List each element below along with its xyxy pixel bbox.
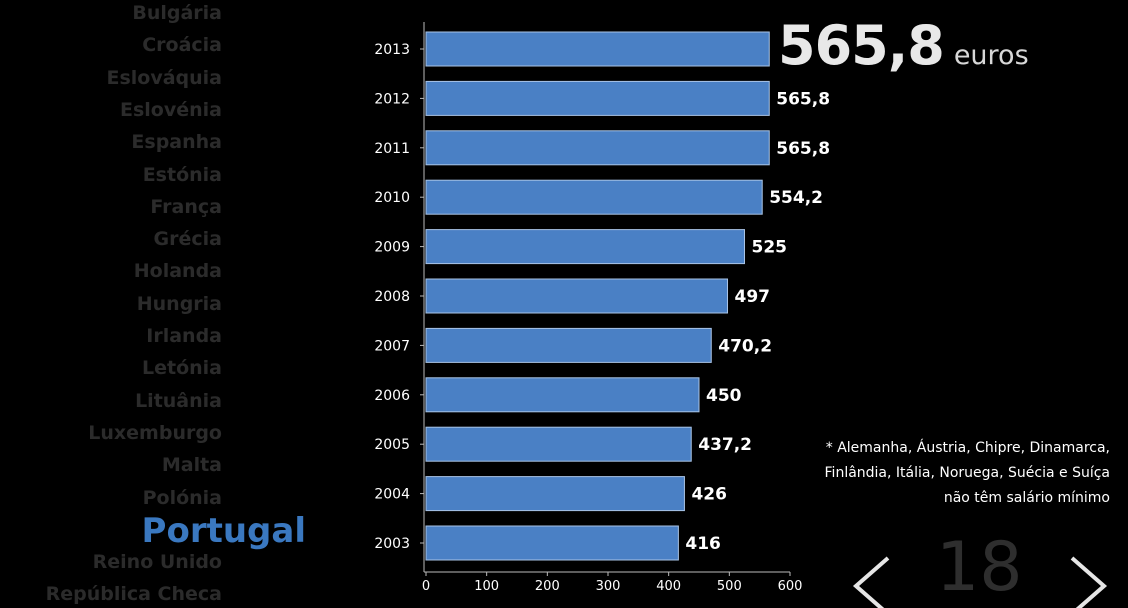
x-tick-label: 300 (596, 579, 621, 591)
year-label: 2012 (374, 91, 410, 107)
x-tick-label: 500 (717, 579, 742, 591)
value-label: 565,8 (776, 89, 830, 109)
footnote-line: Finlândia, Itália, Noruega, Suécia e Suí… (824, 465, 1110, 481)
value-label: 565,8 (776, 139, 830, 159)
country-item[interactable]: Letónia (142, 357, 222, 380)
headline-value: 565,8 (778, 14, 945, 77)
bar (425, 179, 763, 215)
value-label: 437,2 (698, 435, 752, 455)
bar (425, 426, 692, 462)
x-tick-label: 600 (778, 579, 803, 591)
bar (425, 130, 770, 166)
value-label: 554,2 (769, 188, 823, 208)
country-item[interactable]: Reino Unido (92, 551, 222, 574)
country-item[interactable]: Eslovénia (120, 98, 222, 121)
year-label: 2010 (374, 190, 410, 206)
headline-unit: euros (953, 40, 1029, 71)
bar (425, 377, 700, 413)
country-item[interactable]: Malta (161, 454, 222, 477)
country-item[interactable]: Bulgária (132, 2, 222, 24)
bar (425, 525, 679, 561)
country-item[interactable]: Estónia (142, 163, 222, 186)
country-item[interactable]: Lituânia (135, 389, 222, 412)
country-item[interactable]: Portugal (141, 510, 306, 551)
country-item[interactable]: Luxemburgo (88, 421, 222, 444)
country-item[interactable]: Irlanda (146, 325, 222, 347)
country-item[interactable]: Croácia (142, 34, 222, 57)
x-tick-label: 0 (422, 579, 430, 591)
bar-chart: 0 100 200 300 400 500 600 2013 2012 565,8 2011 565,… (374, 22, 830, 591)
year-label: 2003 (374, 536, 410, 552)
year-label: 2004 (374, 487, 410, 503)
year-label: 2007 (374, 338, 410, 354)
bar (425, 31, 770, 67)
chevron-right-icon[interactable] (1066, 548, 1112, 608)
bar (425, 80, 770, 116)
country-item[interactable]: Polónia (142, 486, 222, 509)
headline: 565,8 euros (778, 14, 1029, 77)
value-label: 426 (691, 485, 727, 505)
year-label: 2005 (374, 437, 410, 453)
x-tick-label: 400 (656, 579, 681, 591)
country-item[interactable]: França (150, 195, 222, 218)
country-item[interactable]: Eslováquia (106, 66, 222, 89)
year-label: 2011 (374, 141, 410, 157)
country-item[interactable]: Holanda (133, 260, 222, 283)
footnote-line: não têm salário mínimo (943, 490, 1110, 506)
year-label: 2009 (374, 240, 410, 256)
value-label: 525 (752, 238, 788, 258)
value-label: 470,2 (718, 336, 772, 356)
page-number: 18 (936, 528, 1023, 607)
year-label: 2006 (374, 388, 410, 404)
x-tick-label: 100 (474, 579, 499, 591)
country-item[interactable]: Hungria (136, 292, 222, 315)
year-label: 2013 (374, 42, 410, 58)
country-item[interactable]: Grécia (153, 228, 222, 251)
value-label: 497 (735, 287, 771, 307)
chevron-left-icon[interactable] (848, 548, 894, 608)
footnote-line: * Alemanha, Áustria, Chipre, Dinamarca, (825, 440, 1110, 456)
bar (425, 327, 712, 363)
country-item[interactable]: Espanha (131, 131, 222, 154)
bar (425, 229, 745, 265)
footnote: * Alemanha, Áustria, Chipre, Dinamarca, … (790, 436, 1110, 511)
bar (425, 278, 729, 314)
value-label: 416 (685, 534, 721, 554)
year-label: 2008 (374, 289, 410, 305)
bar (425, 476, 685, 512)
value-label: 450 (706, 386, 742, 406)
x-tick-label: 200 (535, 579, 560, 591)
